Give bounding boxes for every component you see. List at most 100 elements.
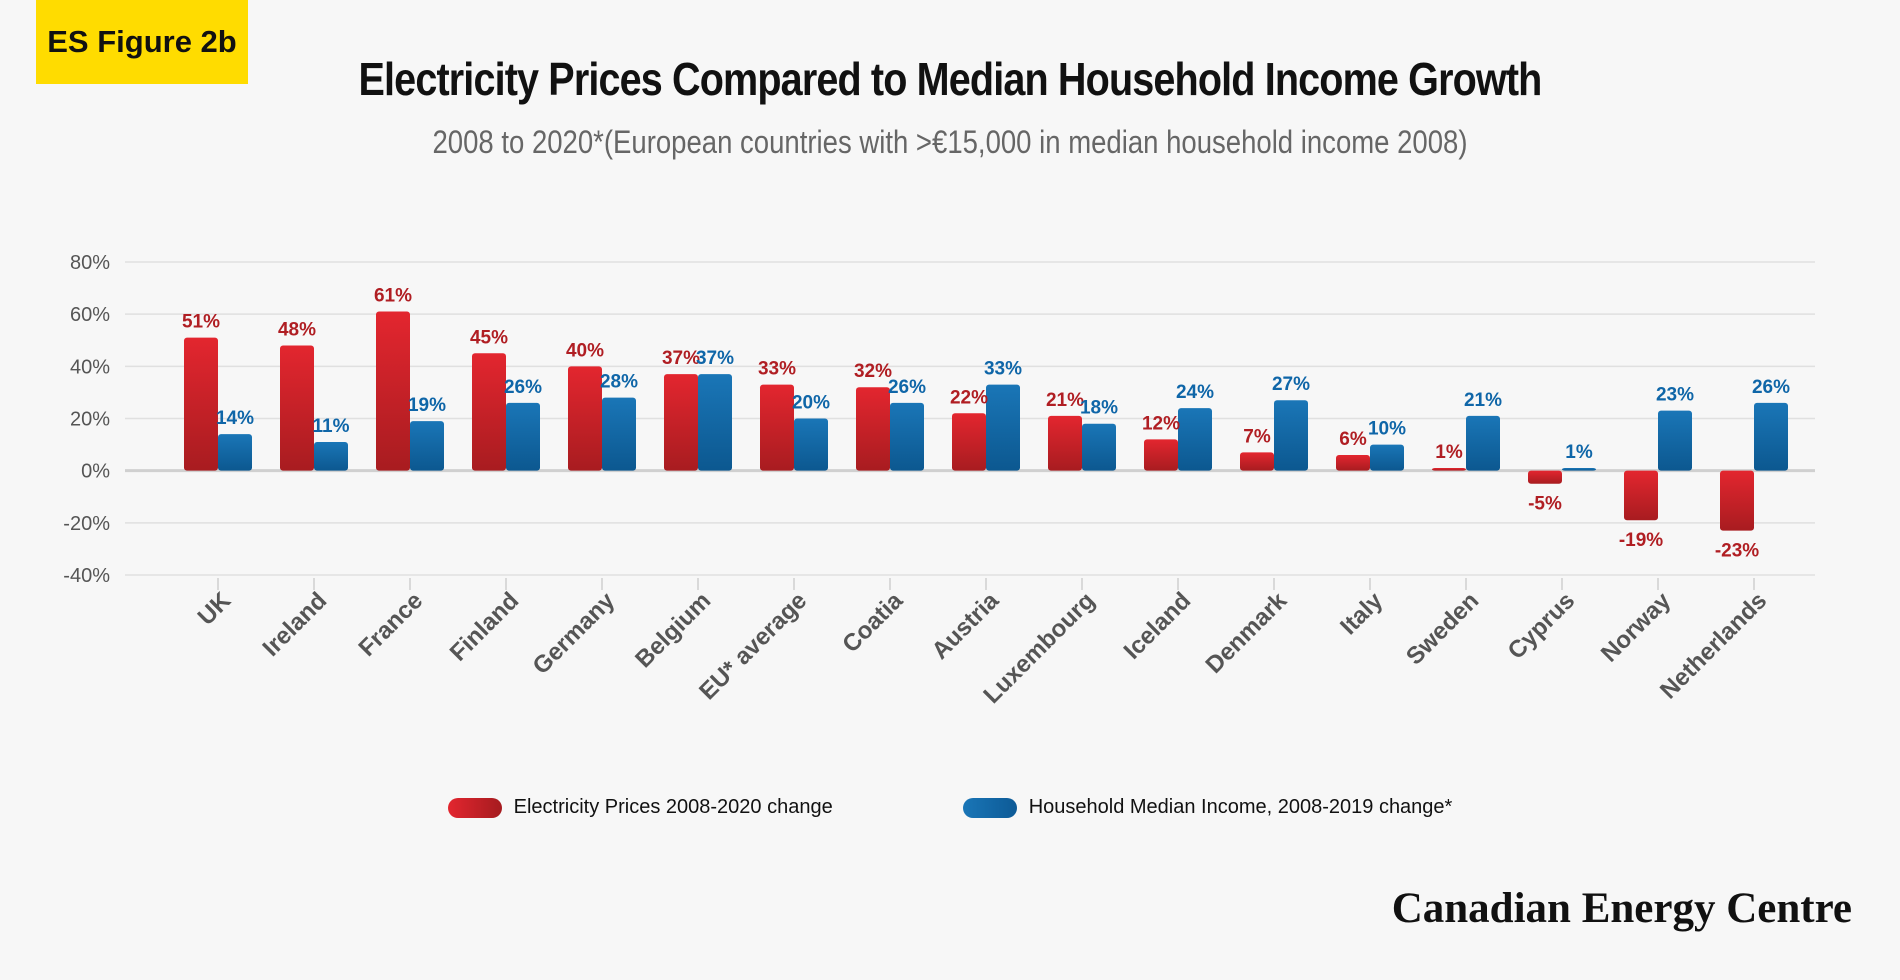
data-label-income: 18% [1080, 398, 1118, 419]
bar-electricity [1432, 468, 1466, 471]
figure-badge: ES Figure 2b [36, 0, 248, 84]
x-tick-label: Cyprus [1503, 587, 1581, 665]
data-label-income: 26% [888, 377, 926, 398]
bar-electricity [760, 384, 794, 471]
legend-label-income: Household Median Income, 2008-2019 chang… [1028, 796, 1453, 818]
bar-electricity [472, 353, 506, 471]
bar-electricity [184, 337, 218, 471]
data-label-income: 27% [1272, 374, 1310, 395]
data-label-income: 24% [1176, 382, 1214, 403]
legend-swatch-electricity [447, 797, 502, 818]
bar-electricity [1720, 470, 1754, 531]
data-label-income: 26% [1752, 377, 1790, 398]
x-tick-label: UK [193, 587, 237, 631]
data-labels: 51% 14% 48% 11% 61% 19% 45% 26% 40% 28% 37%37% 33% 2… [182, 286, 1790, 562]
data-label-electricity: 22% [950, 387, 988, 408]
data-label-electricity: 32% [854, 361, 892, 382]
x-tick-label: France [353, 587, 428, 662]
bar-income [1754, 402, 1788, 471]
x-tick-label: Norway [1596, 587, 1677, 668]
y-tick-label: 20% [70, 409, 110, 431]
data-label-electricity: 48% [278, 319, 316, 340]
data-label-income: 11% [313, 416, 350, 437]
bar-income [506, 402, 540, 471]
data-label-electricity: 1% [1435, 442, 1463, 463]
data-label-electricity: 21% [1046, 390, 1084, 411]
legend-swatch-income [962, 797, 1017, 818]
bar-electricity [1624, 470, 1658, 521]
data-label-income: 1% [1565, 442, 1593, 463]
bar-electricity [1336, 455, 1370, 471]
data-label-electricity: 61% [374, 286, 412, 307]
data-label-income: 26% [504, 377, 542, 398]
bar-electricity [1048, 415, 1082, 471]
data-label-electricity: 40% [566, 340, 604, 361]
bar-income [794, 418, 828, 471]
data-label-income: 21% [1464, 390, 1502, 411]
bar-income [1178, 408, 1212, 471]
x-tick-label: Austria [927, 587, 1005, 665]
data-label-electricity: -23% [1715, 541, 1759, 562]
legend: Electricity Prices 2008-2020 change Hous… [0, 796, 1900, 819]
chart-title: Electricity Prices Compared to Median Ho… [358, 53, 1543, 105]
data-label-income: 20% [792, 393, 830, 414]
bar-income [1082, 423, 1116, 471]
data-label-income: 19% [408, 395, 446, 416]
data-label-electricity: 45% [470, 327, 508, 348]
y-tick-label: 0% [81, 461, 110, 483]
data-label-income: 14% [216, 408, 254, 429]
data-label-income: 37% [696, 348, 734, 369]
bar-income [314, 441, 348, 471]
y-axis-ticks: 80% 60% 40% 20% 0% -20% -40% [63, 252, 110, 587]
bar-chart: 80% 60% 40% 20% 0% -20% -40% 51% 14% 48% 11% 61% 19… [63, 252, 1815, 709]
bar-electricity [856, 387, 890, 471]
bar-income [1274, 400, 1308, 471]
bar-income [890, 402, 924, 471]
bar-electricity [952, 413, 986, 471]
bar-income [986, 384, 1020, 471]
bar-electricity [1528, 470, 1562, 484]
x-tick-label: Sweden [1401, 587, 1484, 670]
x-tick-label: Coatia [837, 587, 908, 658]
data-label-electricity: 7% [1243, 426, 1271, 447]
chart-subtitle: 2008 to 2020*(European countries with >€… [432, 124, 1468, 160]
bar-income [698, 374, 732, 471]
data-label-electricity: 33% [758, 359, 796, 380]
y-tick-label: -20% [63, 513, 110, 535]
bar-income [1658, 410, 1692, 471]
data-label-electricity: 37% [662, 348, 700, 369]
bar-electricity [376, 311, 410, 471]
x-axis-ticks: UK Ireland France Finland Germany BelgiumEU* … [193, 578, 1772, 709]
x-tick-label: Finland [445, 587, 524, 666]
data-label-electricity: 51% [182, 312, 220, 333]
bar-income [1370, 444, 1404, 471]
bar-electricity [280, 345, 314, 471]
brand-logo-text: Canadian Energy Centre [1391, 885, 1852, 932]
data-label-income: 23% [1656, 385, 1694, 406]
data-label-income: 28% [600, 372, 638, 393]
bar-electricity [568, 366, 602, 471]
y-tick-label: 60% [70, 304, 110, 326]
y-tick-label: 40% [70, 356, 110, 378]
legend-item-income: Household Median Income, 2008-2019 chang… [962, 796, 1453, 819]
x-tick-label: Denmark [1201, 587, 1293, 679]
bar-income [1562, 468, 1596, 471]
x-tick-label: Germany [528, 587, 621, 680]
legend-item-electricity: Electricity Prices 2008-2020 change [447, 796, 833, 819]
data-label-electricity: 12% [1142, 413, 1180, 434]
data-label-electricity: 6% [1339, 429, 1367, 450]
bar-electricity [664, 374, 698, 471]
y-tick-label: -40% [63, 565, 110, 587]
data-label-income: 33% [984, 359, 1022, 380]
data-label-income: 10% [1368, 419, 1406, 440]
x-tick-label: Belgium [630, 587, 716, 673]
y-tick-label: 80% [70, 252, 110, 274]
bar-electricity [1144, 439, 1178, 471]
data-label-electricity: -5% [1528, 494, 1562, 515]
legend-label-electricity: Electricity Prices 2008-2020 change [513, 796, 833, 818]
bar-income [218, 434, 252, 471]
bar-income [410, 421, 444, 471]
bars [184, 311, 1788, 531]
x-tick-label: Italy [1335, 587, 1389, 641]
x-tick-label: Iceland [1119, 587, 1197, 665]
